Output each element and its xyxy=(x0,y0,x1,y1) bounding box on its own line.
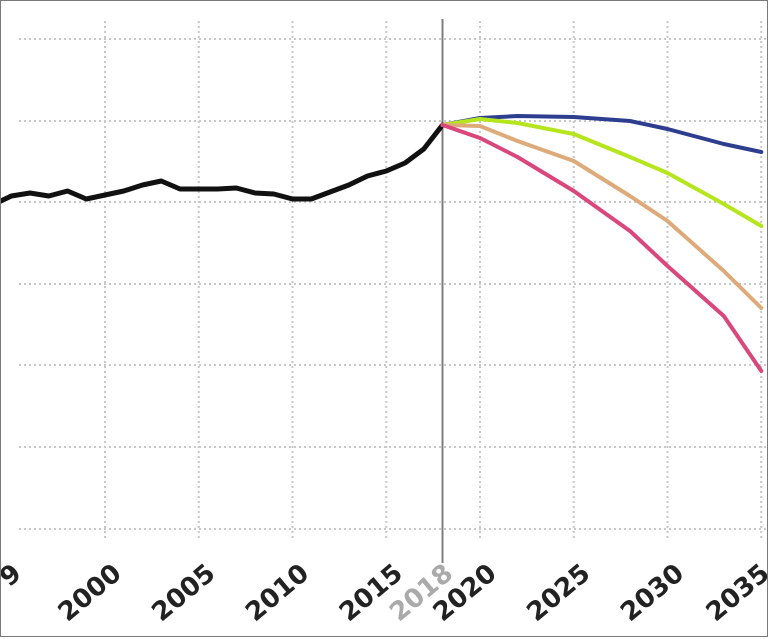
x-tick-label-cut: 9 xyxy=(1,558,27,593)
grid-layer xyxy=(19,21,769,541)
x-tick-label: 2005 xyxy=(147,558,222,628)
series-line-4 xyxy=(440,123,764,373)
x-tick-label: 2010 xyxy=(240,558,315,628)
x-tick-label: 2025 xyxy=(522,558,597,628)
x-tick-label: 2035 xyxy=(701,558,769,628)
series-line-2 xyxy=(440,117,764,228)
series-line-0 xyxy=(1,122,445,204)
series-layer xyxy=(1,114,764,373)
x-tick-label: 2030 xyxy=(615,558,690,628)
series-line-3 xyxy=(440,123,764,310)
x-tick-label: 2000 xyxy=(53,558,128,628)
